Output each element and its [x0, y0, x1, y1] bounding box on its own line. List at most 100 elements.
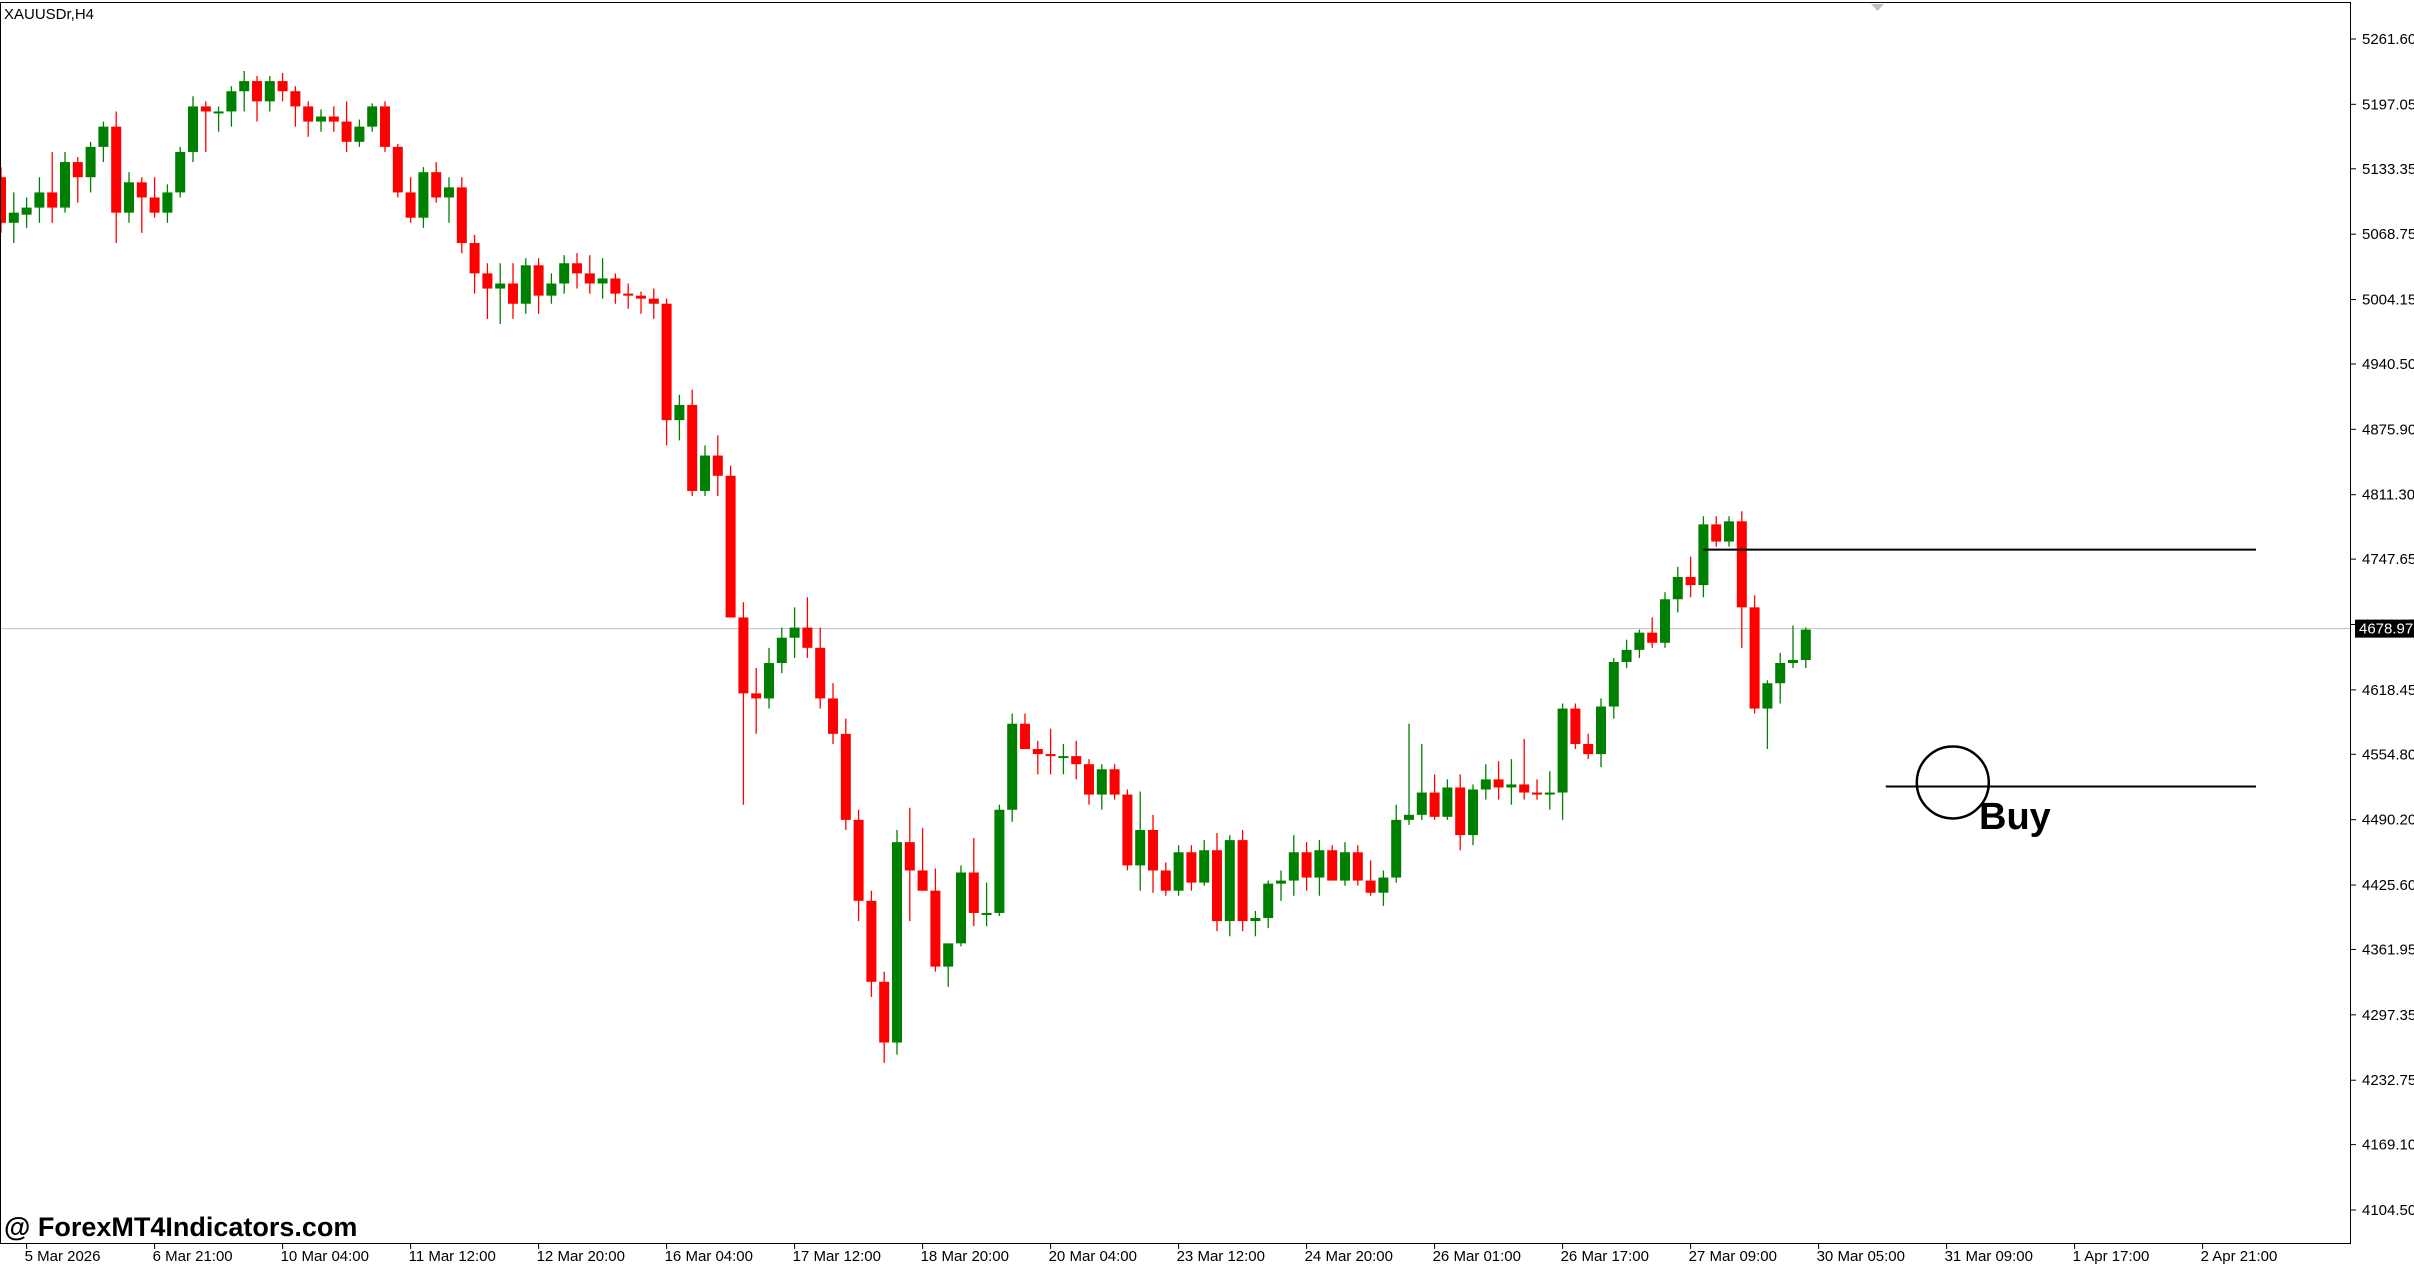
- candle-body: [1391, 819, 1402, 878]
- bearish-candle: [687, 389, 698, 497]
- bearish-candle: [1749, 595, 1760, 714]
- candle-body: [687, 404, 698, 491]
- bullish-candle: [213, 106, 224, 132]
- bearish-candle: [751, 668, 762, 734]
- candle-body: [47, 192, 58, 208]
- candle-body: [1596, 706, 1606, 755]
- bullish-candle: [34, 177, 45, 223]
- candle-body: [1660, 599, 1670, 643]
- candle-body: [252, 81, 262, 102]
- bearish-candle: [636, 291, 646, 314]
- bullish-candle: [1800, 627, 1811, 669]
- bearish-candle: [1186, 845, 1197, 891]
- x-tick-label: 18 Mar 20:00: [921, 1248, 1009, 1265]
- bullish-candle: [764, 647, 774, 709]
- bullish-candle: [175, 146, 186, 198]
- candle-body: [1647, 632, 1658, 643]
- candle-body: [277, 81, 288, 92]
- x-tick-label: 1 Apr 17:00: [2073, 1248, 2150, 1265]
- bearish-candle: [1736, 511, 1747, 648]
- y-tick-label: 4361.95: [2362, 941, 2414, 958]
- watermark: @ ForexMT4Indicators.com: [4, 1212, 357, 1242]
- bearish-candle: [623, 283, 634, 309]
- y-tick-label: 4811.30: [2362, 487, 2414, 504]
- candle-body: [1608, 661, 1619, 707]
- candle-body: [1519, 784, 1530, 793]
- y-tick-label: 4232.75: [2362, 1072, 2414, 1089]
- chart-shift-marker-icon[interactable]: [1871, 4, 1884, 11]
- bearish-candle: [1071, 740, 1082, 780]
- bearish-candle: [405, 177, 416, 223]
- bearish-candle: [648, 288, 659, 319]
- bullish-candle: [520, 258, 531, 314]
- bullish-candle: [546, 273, 557, 304]
- bearish-candle: [904, 807, 915, 922]
- candle-body: [559, 263, 570, 284]
- candle-body: [508, 283, 518, 304]
- candle-body: [200, 106, 211, 112]
- bullish-candle: [444, 177, 454, 223]
- candle-body: [34, 192, 45, 208]
- bearish-candle: [815, 627, 826, 709]
- bullish-candle: [892, 829, 902, 1055]
- y-tick-label: 4169.10: [2362, 1137, 2414, 1154]
- candle-body: [943, 943, 954, 967]
- y-tick-label: 5004.15: [2362, 292, 2414, 309]
- bullish-candle: [789, 607, 800, 658]
- x-tick-label: 17 Mar 12:00: [793, 1248, 881, 1265]
- candle-body: [1493, 779, 1504, 788]
- candle-body: [226, 91, 237, 112]
- candle-body: [328, 116, 339, 122]
- candle-body: [290, 91, 301, 107]
- candle-body: [661, 303, 672, 421]
- candle-body: [1250, 918, 1261, 922]
- bearish-candle: [456, 177, 467, 254]
- candle-body: [239, 81, 250, 92]
- candle-body: [1404, 814, 1414, 820]
- bullish-candle: [1096, 764, 1107, 810]
- bearish-candle: [879, 971, 890, 1063]
- x-tick-label: 23 Mar 12:00: [1177, 1248, 1265, 1265]
- bullish-candle: [1391, 804, 1402, 883]
- bearish-candle: [1160, 862, 1171, 896]
- candle-body: [1672, 576, 1683, 600]
- bearish-candle: [1212, 833, 1222, 932]
- bearish-candle: [290, 86, 301, 127]
- y-tick-label: 5197.05: [2362, 96, 2414, 113]
- candle-body: [584, 273, 595, 284]
- bearish-candle: [738, 602, 749, 805]
- candle-body: [725, 475, 736, 618]
- y-tick-label: 4940.50: [2362, 356, 2414, 373]
- candle-body: [776, 637, 787, 664]
- candle-body: [1506, 784, 1517, 788]
- candle-body: [188, 106, 198, 152]
- candle-body: [1135, 829, 1146, 866]
- bullish-candle: [418, 167, 429, 228]
- candle-body: [1224, 840, 1235, 922]
- candle-body: [840, 733, 851, 820]
- price-axis[interactable]: 5261.60 5197.05 5133.35 5068.75 5004.15 4940.…: [0, 2, 2414, 1244]
- bullish-candle: [124, 172, 134, 223]
- bearish-candle: [917, 827, 928, 891]
- candle-body: [175, 151, 186, 193]
- candle-body: [1429, 792, 1440, 817]
- bearish-candle: [431, 162, 442, 203]
- bullish-candle: [1199, 840, 1210, 886]
- bearish-candle: [1365, 860, 1376, 896]
- candle-body: [1724, 521, 1734, 542]
- bullish-candle: [559, 255, 570, 294]
- candle-body: [85, 146, 96, 178]
- candle-body: [700, 455, 710, 491]
- candle-body: [712, 455, 723, 476]
- candle-body: [1736, 521, 1747, 608]
- bullish-candle: [1416, 743, 1427, 820]
- time-axis[interactable]: 5 Mar 2026 6 Mar 21:00 10 Mar 04:00 11 Mar …: [25, 1243, 2278, 1265]
- candle-body: [917, 870, 928, 891]
- candle-body: [904, 842, 915, 871]
- candle-body: [418, 172, 429, 218]
- x-tick-label: 30 Mar 05:00: [1817, 1248, 1905, 1265]
- bearish-candle: [392, 143, 403, 198]
- bullish-candle: [1288, 835, 1299, 896]
